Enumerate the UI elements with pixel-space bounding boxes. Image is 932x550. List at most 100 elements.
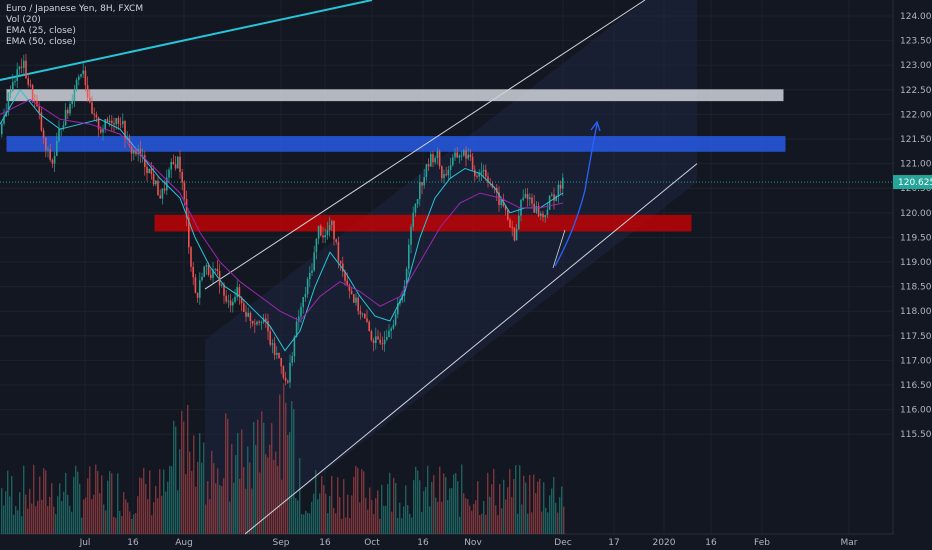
candle-body xyxy=(23,60,25,68)
price-tick-label: 116.500 xyxy=(900,381,932,391)
volume-bar xyxy=(335,513,337,534)
volume-bar xyxy=(527,513,529,534)
volume-bar xyxy=(531,512,533,534)
volume-bar xyxy=(23,465,25,534)
candle-body xyxy=(27,78,29,85)
time-tick-label: Oct xyxy=(364,538,380,548)
candle-body xyxy=(161,188,164,199)
volume-bar xyxy=(179,449,181,534)
volume-bar xyxy=(189,451,191,534)
price-axis[interactable]: 124.000 123.500 123.000 122.500 122.000 121.5… xyxy=(900,12,932,440)
volume-bar xyxy=(391,511,393,534)
candle-body xyxy=(537,206,540,217)
volume-bar xyxy=(229,501,231,534)
indicator-ema-25[interactable]: EMA (25, close) xyxy=(6,26,76,36)
volume-bar xyxy=(125,499,127,534)
volume-bar xyxy=(353,476,355,534)
candle-body xyxy=(368,321,370,332)
candle-body xyxy=(130,145,133,154)
volume-bar xyxy=(415,466,417,534)
candle-body xyxy=(425,164,428,177)
candle-body xyxy=(236,287,238,297)
indicator-ema-50[interactable]: EMA (50, close) xyxy=(6,37,76,47)
volume-bar xyxy=(497,515,499,534)
volume-bar xyxy=(61,501,63,534)
volume-bar xyxy=(423,491,425,534)
forecast-arrows xyxy=(552,120,601,269)
volume-bar xyxy=(143,467,145,534)
price-tick-label: 121.500 xyxy=(900,135,932,145)
volume-bar xyxy=(381,484,383,534)
volume-bar xyxy=(55,514,57,534)
volume-bar xyxy=(499,483,501,534)
volume-bar xyxy=(213,463,215,534)
candle-body xyxy=(359,311,362,315)
candle-body xyxy=(203,266,205,277)
candle-body xyxy=(469,154,472,157)
volume-bar xyxy=(135,513,137,534)
volume-bar xyxy=(11,476,13,534)
volume-bar xyxy=(235,455,237,534)
volume-bar xyxy=(255,445,257,534)
volume-bar xyxy=(341,518,343,534)
candle-body xyxy=(346,280,348,285)
candle-body xyxy=(210,274,212,278)
volume-bar xyxy=(451,488,453,534)
volume-bar xyxy=(471,510,473,534)
time-tick-label: Mar xyxy=(841,538,858,548)
volume-bar xyxy=(71,511,73,534)
volume-bar xyxy=(37,500,39,534)
volume-bar xyxy=(297,500,299,534)
volume-bar xyxy=(197,461,199,534)
candle-body xyxy=(95,114,98,118)
volume-bar xyxy=(493,468,495,534)
volume-bar xyxy=(437,501,439,534)
forecast-arrow-head xyxy=(590,120,601,132)
indicator-volume[interactable]: Vol (20) xyxy=(6,15,41,25)
candle-body xyxy=(62,125,65,129)
candle-body xyxy=(25,60,27,79)
volume-bar xyxy=(307,512,309,534)
candle-body xyxy=(276,353,278,355)
candle-body xyxy=(386,337,388,340)
candle-body xyxy=(111,120,113,124)
volume-bar xyxy=(367,509,369,534)
candle-body xyxy=(458,155,461,158)
symbol-title[interactable]: Euro / Japanese Yen, 8H, FXCM xyxy=(6,4,144,14)
candle-body xyxy=(555,195,557,201)
candle-body xyxy=(454,152,456,158)
candle-body xyxy=(190,247,192,267)
volume-bar xyxy=(393,477,395,534)
channel-upper-line xyxy=(204,0,646,290)
candle-body xyxy=(476,176,478,177)
volume-bar xyxy=(29,488,31,534)
price-tick-label: 121.000 xyxy=(900,160,932,170)
candle-body xyxy=(522,197,524,200)
volume-bar xyxy=(21,516,23,534)
candle-body xyxy=(427,164,430,167)
candle-body xyxy=(344,271,346,281)
volume-bar xyxy=(223,478,225,534)
candle-body xyxy=(381,343,384,345)
time-axis[interactable]: Jul 16 Aug Sep 16 Oct 16 Nov Dec 17 2020 16 Feb Mar xyxy=(79,538,858,548)
volume-bar xyxy=(333,507,335,534)
candle-body xyxy=(311,270,313,273)
volume-bar xyxy=(479,515,481,534)
volume-bar xyxy=(427,465,429,534)
candle-body xyxy=(267,321,269,332)
volume-bar xyxy=(329,495,331,534)
volume-bar xyxy=(239,478,241,534)
candle-body xyxy=(298,316,300,322)
candle-body xyxy=(443,174,445,179)
price-tick-label: 124.000 xyxy=(900,12,932,22)
time-tick-label: 16 xyxy=(417,538,429,548)
candle-body xyxy=(260,322,263,324)
candle-body xyxy=(218,271,221,286)
volume-bar xyxy=(349,518,351,534)
volume-bar xyxy=(439,466,441,534)
candle-body xyxy=(117,118,120,124)
volume-bar xyxy=(285,402,287,534)
volume-bar xyxy=(465,498,467,534)
volume-bar xyxy=(481,513,483,534)
